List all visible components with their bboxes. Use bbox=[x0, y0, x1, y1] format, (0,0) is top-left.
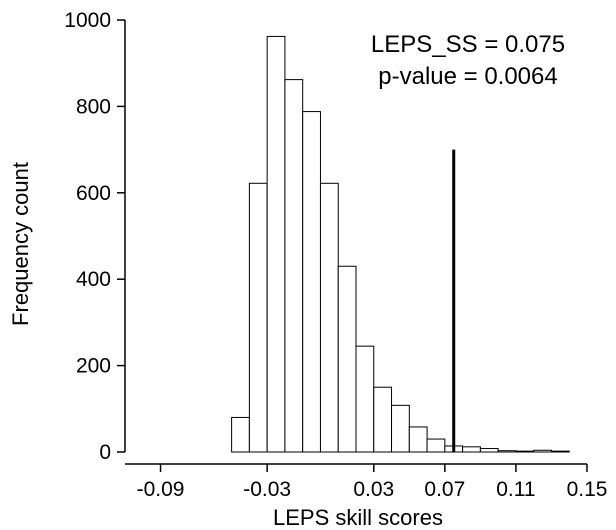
histogram-bar-8 bbox=[373, 386, 393, 453]
x-tick-label-1: -0.03 bbox=[243, 478, 291, 501]
histogram-bar-17 bbox=[533, 449, 552, 453]
y-axis-ticks: 0 200 400 600 800 1000 bbox=[64, 9, 125, 464]
x-tick-label-5: 0.15 bbox=[567, 478, 608, 501]
histogram-bar-15 bbox=[497, 450, 517, 453]
histogram-bar-9 bbox=[391, 404, 410, 453]
y-tick-label-0: 0 bbox=[99, 441, 111, 464]
histogram-bar-6 bbox=[337, 265, 357, 453]
y-tick-label-3: 600 bbox=[76, 182, 111, 205]
histogram-bar-14 bbox=[479, 448, 499, 453]
x-tick-label-2: 0.03 bbox=[353, 478, 394, 501]
histogram-bar-5 bbox=[319, 182, 339, 453]
histogram-bar-3 bbox=[284, 79, 304, 453]
histogram-bar-13 bbox=[462, 446, 481, 453]
x-axis-ticks: -0.09 -0.03 0.03 0.07 0.11 0.15 bbox=[137, 464, 608, 501]
histogram-bar-4 bbox=[302, 111, 321, 453]
plot-area bbox=[231, 35, 570, 453]
x-tick-label-4: 0.11 bbox=[496, 478, 535, 501]
annotation-leps-ss: LEPS_SS = 0.075 bbox=[371, 31, 565, 58]
histogram-bar-1 bbox=[248, 182, 268, 453]
x-tick-label-0: -0.09 bbox=[137, 478, 185, 501]
histogram-bar-2 bbox=[266, 35, 286, 453]
x-tick-label-3: 0.07 bbox=[424, 478, 465, 501]
histogram-bar-11 bbox=[426, 438, 446, 453]
y-tick-label-2: 400 bbox=[76, 268, 111, 291]
histogram-bar-0 bbox=[231, 416, 250, 453]
histogram-bar-18 bbox=[550, 450, 570, 453]
histogram-bar-16 bbox=[515, 450, 535, 453]
histogram-bar-7 bbox=[355, 345, 375, 453]
y-tick-label-1: 200 bbox=[76, 355, 111, 378]
annotation-p-value: p-value = 0.0064 bbox=[378, 63, 557, 90]
y-tick-label-4: 800 bbox=[76, 95, 111, 118]
y-axis-label: Frequency count bbox=[8, 162, 33, 326]
histogram-bar-10 bbox=[408, 426, 428, 453]
x-axis-label: LEPS skill scores bbox=[273, 505, 443, 530]
y-tick-label-5: 1000 bbox=[64, 9, 111, 32]
